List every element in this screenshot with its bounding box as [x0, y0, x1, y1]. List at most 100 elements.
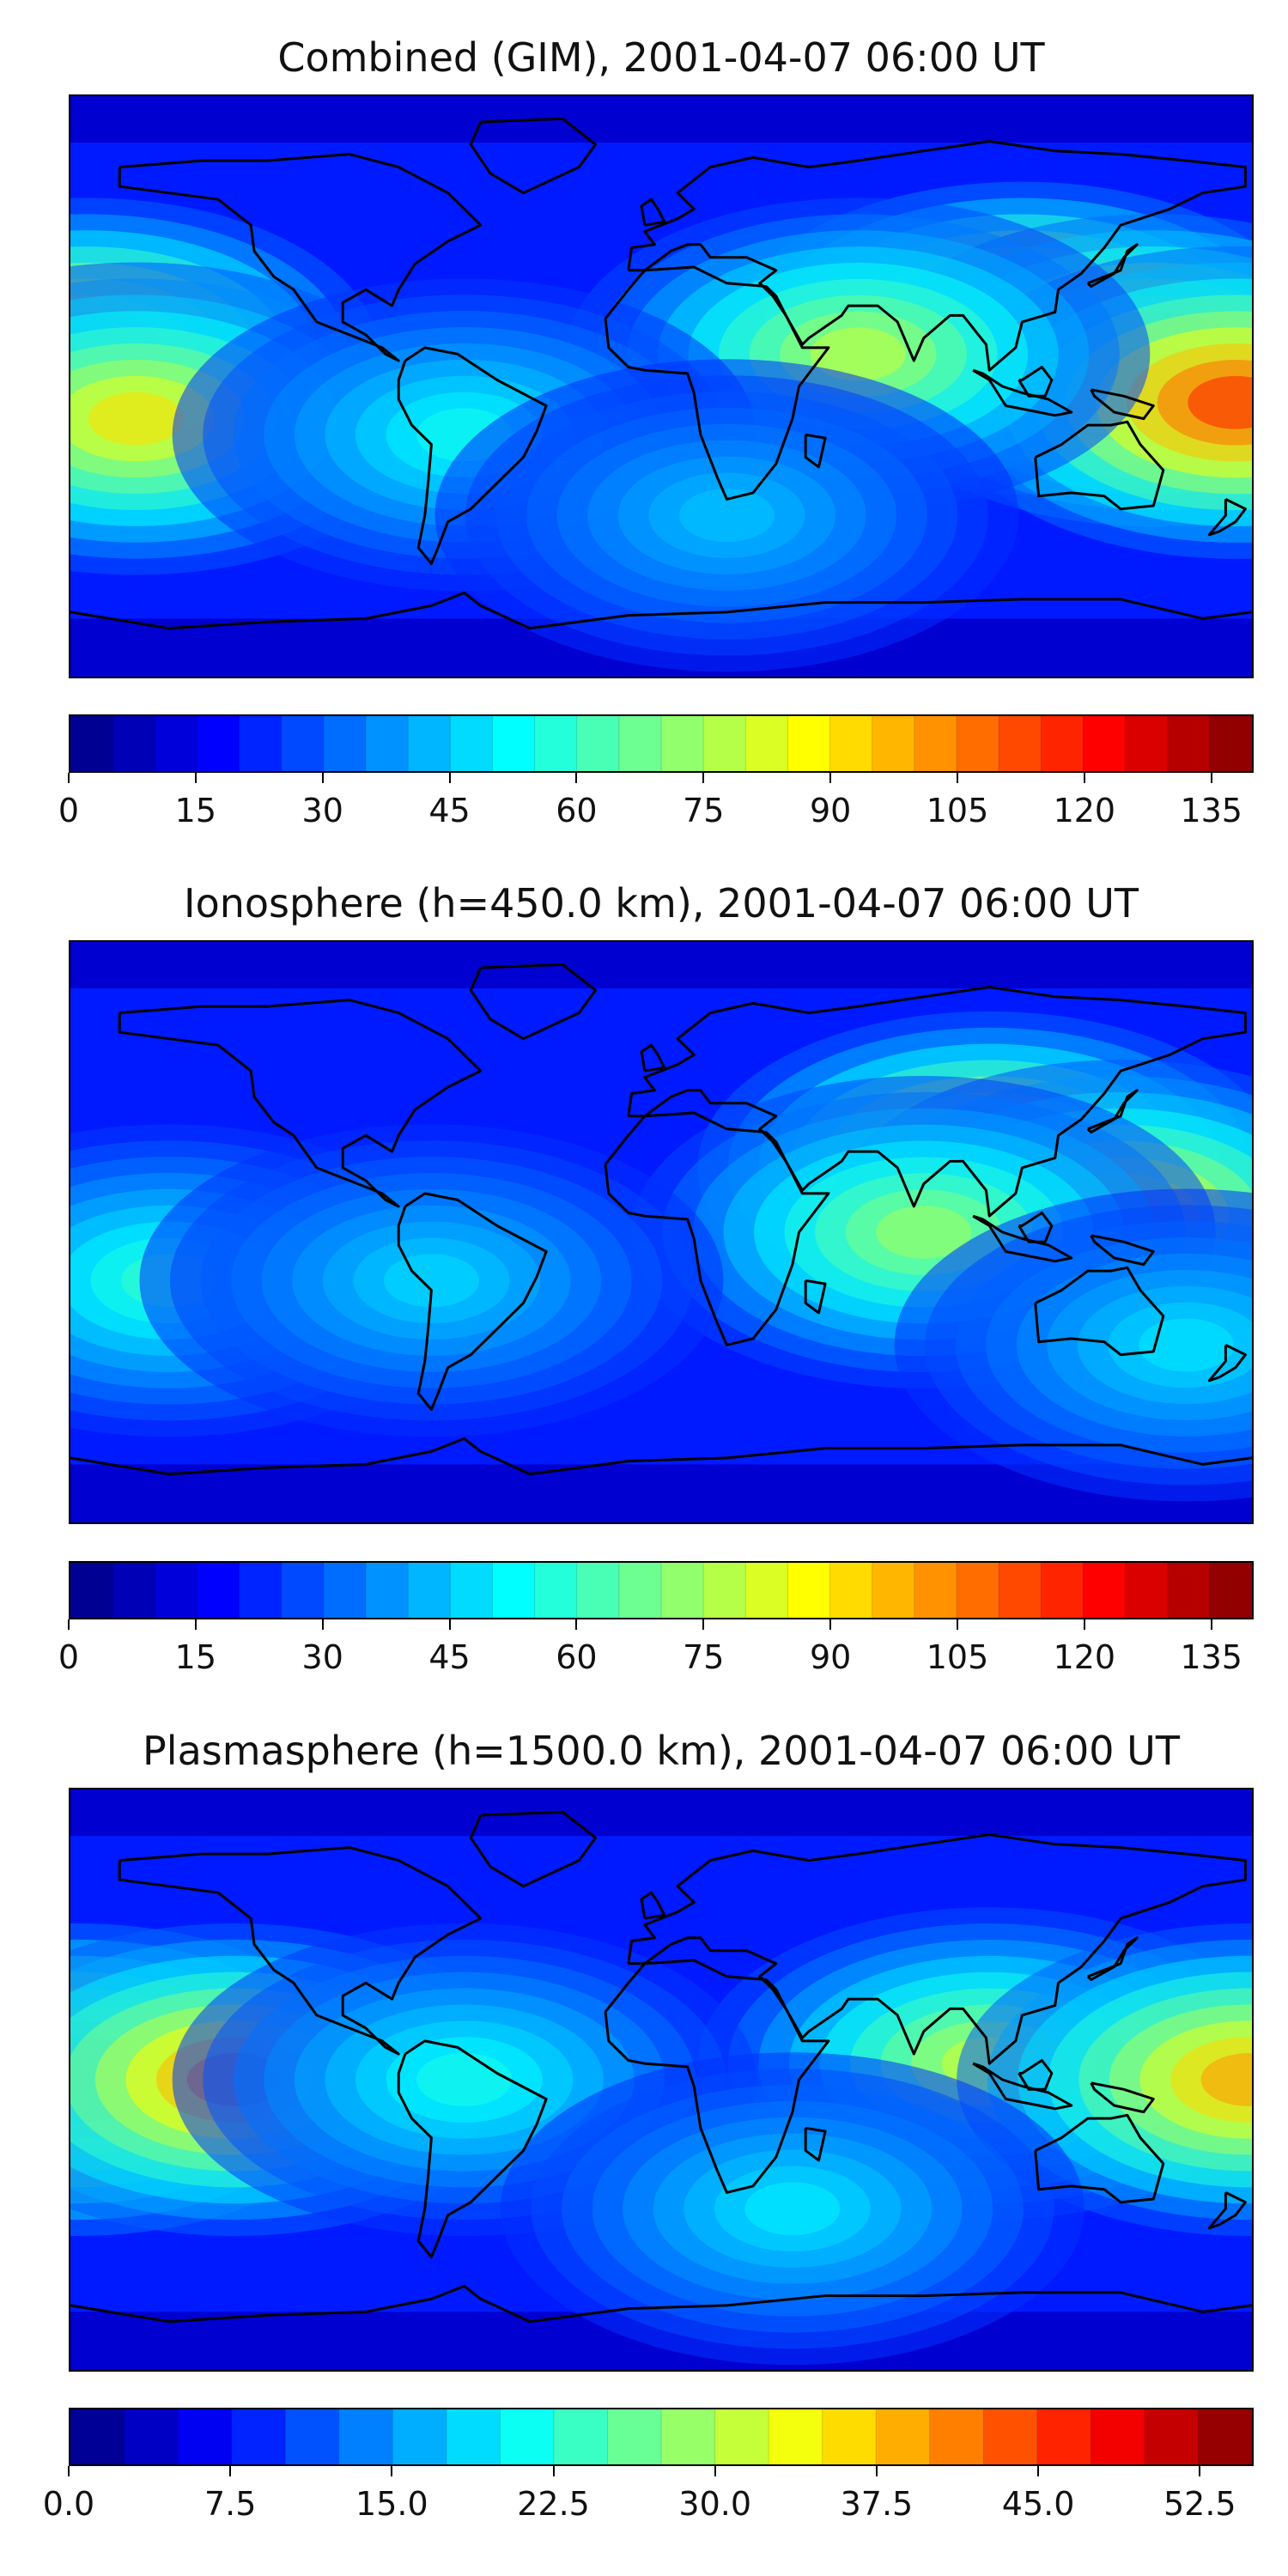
colorbar-level-2 — [155, 1563, 198, 1618]
coastline-segment-5 — [1034, 2113, 1165, 2204]
colorbar-level-25 — [1125, 716, 1169, 771]
coastline-segment-2 — [469, 1810, 598, 1888]
colorbar-tick-label: 15 — [174, 792, 217, 829]
map-canvas-combined — [70, 96, 1252, 677]
colorbar-level-24 — [1083, 1563, 1127, 1618]
contour-blob-4-level-8 — [416, 2053, 513, 2106]
coastline-segment-5 — [1034, 420, 1165, 511]
colorbar-tick-mark — [1037, 2466, 1040, 2476]
colorbar-level-2 — [155, 716, 198, 771]
coastline-segment-9 — [1086, 1936, 1139, 1982]
colorbar-tick-mark — [68, 773, 70, 783]
colorbar-tick-mark — [829, 1619, 832, 1630]
colorbar-tick-mark — [575, 1619, 578, 1630]
coastline-segment-9 — [1086, 1089, 1139, 1134]
colorbar-level-5 — [281, 1563, 325, 1618]
colorbar-level-19 — [1091, 2409, 1145, 2464]
contour-blob-4-level-8 — [383, 1254, 479, 1308]
colorbar-level-6 — [392, 2409, 447, 2464]
coastline-segment-6 — [70, 1437, 1252, 1476]
north-polar-band — [70, 942, 1252, 989]
colorbar-level-13 — [618, 1563, 662, 1618]
coastline-segment-0 — [118, 153, 483, 362]
map-plasmasphere — [69, 1788, 1254, 2372]
coastline-segment-12 — [804, 2126, 827, 2162]
colorbar-tick-mark — [552, 2466, 555, 2476]
coastline-segment-1 — [397, 346, 548, 566]
colorbar-tick-label: 135 — [1180, 792, 1242, 829]
colorbar-tick-label: 30 — [301, 792, 343, 829]
coastline-segment-4 — [627, 986, 1247, 1218]
colorbar-ticks-ionosphere: 0 15 30 45 60 75 90 105 120 135 — [58, 1619, 1254, 1676]
colorbar-level-2 — [178, 2409, 233, 2464]
coastline-segment-11 — [1090, 1234, 1155, 1267]
map-canvas-plasmasphere — [70, 1789, 1252, 2370]
colorbar-level-21 — [1198, 2409, 1252, 2464]
contour-blob-3-level-8 — [1200, 2053, 1252, 2106]
colorbar-level-23 — [1041, 716, 1084, 771]
colorbar-tick-mark — [321, 1619, 324, 1630]
colorbar-ionosphere — [69, 1561, 1254, 1619]
colorbar-tick-label: 15 — [174, 1638, 217, 1676]
colorbar-tick-mark — [448, 1619, 451, 1630]
colorbar-level-1 — [124, 2409, 179, 2464]
coastline-segment-11 — [1090, 2081, 1155, 2114]
coastline-segment-4 — [627, 1833, 1247, 2065]
colorbar-level-16 — [929, 2409, 984, 2464]
colorbar-level-12 — [576, 1563, 620, 1618]
coastline-segment-12 — [804, 1279, 827, 1315]
colorbar-level-11 — [534, 716, 578, 771]
colorbar-level-0 — [70, 2409, 125, 2464]
colorbar-tick-mark — [829, 773, 832, 783]
colorbar-tick-label: 45 — [428, 792, 471, 829]
colorbar-level-17 — [983, 2409, 1038, 2464]
coastline-segment-10 — [640, 1043, 666, 1072]
colorbar-tick-mark — [1199, 2466, 1201, 2476]
colorbar-level-15 — [876, 2409, 931, 2464]
colorbar-level-16 — [745, 716, 789, 771]
map-canvas-ionosphere — [70, 942, 1252, 1522]
colorbar-tick-label: 7.5 — [204, 2485, 257, 2523]
colorbar-tick-label: 135 — [1180, 1638, 1242, 1676]
colorbar-level-5 — [281, 716, 325, 771]
colorbar-tick-mark — [68, 1619, 70, 1630]
colorbar-tick-mark — [229, 2466, 232, 2476]
colorbar-level-18 — [829, 716, 873, 771]
colorbar-level-3 — [231, 2409, 286, 2464]
colorbar-level-7 — [446, 2409, 501, 2464]
coastline-segment-8 — [1018, 366, 1054, 398]
colorbar-level-23 — [1041, 1563, 1084, 1618]
colorbar-tick-mark — [714, 2466, 716, 2476]
map-ionosphere — [69, 940, 1254, 1524]
colorbar-tick-label: 105 — [926, 792, 989, 829]
colorbar-level-14 — [661, 716, 704, 771]
contour-blob-5-level-8 — [744, 2182, 841, 2236]
coastline-segment-6 — [70, 2284, 1252, 2324]
coastline-segment-3 — [604, 265, 830, 501]
colorbar-tick-mark — [194, 1619, 197, 1630]
contour-blob-2-level-8 — [876, 1206, 972, 1259]
colorbar-level-24 — [1083, 716, 1127, 771]
colorbar-tick-mark — [1210, 773, 1212, 783]
colorbar-ticks-combined: 0 15 30 45 60 75 90 105 120 135 — [58, 773, 1254, 829]
coastline-segment-2 — [469, 117, 598, 195]
colorbar-level-20 — [1144, 2409, 1200, 2464]
colorbar-level-6 — [323, 1563, 367, 1618]
colorbar-tick-mark — [194, 773, 197, 783]
colorbar-tick-mark — [1083, 1619, 1085, 1630]
coastline-segment-3 — [604, 1111, 830, 1346]
coastline-segment-1 — [397, 2039, 548, 2259]
colorbar-tick-label: 30 — [301, 1638, 343, 1676]
colorbar-level-17 — [787, 716, 831, 771]
colorbar-level-25 — [1125, 1563, 1169, 1618]
colorbar-level-4 — [239, 1563, 283, 1618]
colorbar-tick-label: 90 — [809, 1638, 852, 1676]
colorbar-tick-label: 120 — [1053, 1638, 1116, 1676]
coastline-segment-4 — [627, 140, 1247, 372]
colorbar-level-26 — [1167, 716, 1211, 771]
colorbar-level-7 — [366, 1563, 409, 1618]
colorbar-level-1 — [112, 1563, 155, 1618]
coastline-combined — [70, 117, 1252, 630]
colorbar-level-8 — [500, 2409, 555, 2464]
colorbar-tick-mark — [68, 2466, 70, 2476]
